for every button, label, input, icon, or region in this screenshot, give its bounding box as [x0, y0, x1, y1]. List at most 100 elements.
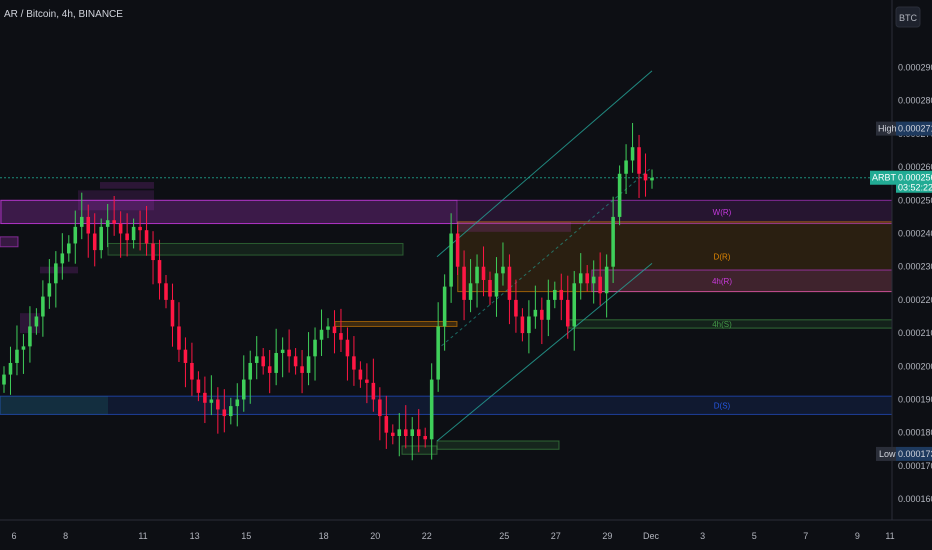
zone-2 [591, 269, 893, 293]
candle-body [60, 253, 65, 264]
price-tick-label: 0.0001600 [898, 494, 932, 504]
price-tick-label: 0.0002000 [898, 361, 932, 371]
candle-body [546, 299, 551, 320]
candle-body [559, 289, 564, 300]
last-price-value: 0.0002568 [898, 173, 932, 183]
time-tick-label: 15 [241, 531, 251, 541]
symbol-tag: ARBTC [872, 173, 903, 183]
candle-body [151, 243, 155, 261]
time-tick-label: 11 [138, 531, 147, 541]
candle-body [611, 216, 615, 267]
candle-body [15, 349, 19, 363]
currency-button[interactable] [895, 6, 921, 28]
candle-body [112, 220, 116, 224]
candle-body [650, 177, 654, 181]
candle-body [572, 283, 577, 327]
candle-body [248, 362, 253, 380]
time-axis[interactable]: 6 8 11 13 15 18 20 22 25 27 29 Dec 3 5 7 9 11 [0, 519, 932, 541]
candle-body [86, 216, 91, 234]
price-tick-label: 0.0002800 [898, 96, 932, 106]
time-tick-label: 22 [422, 531, 432, 541]
candle-body [306, 356, 311, 373]
time-tick-label: 25 [499, 531, 509, 541]
high-tag-label: High [878, 124, 897, 134]
candle-body [423, 435, 427, 440]
candle-body [514, 299, 518, 317]
price-axis[interactable]: BTC0.00029000.00028000.00027000.00026000… [891, 0, 932, 550]
channel-mid [436, 166, 653, 351]
price-tick-label: 0.0002400 [898, 229, 932, 239]
high-tag-label-bg [876, 121, 896, 136]
time-tick-label: 5 [752, 531, 757, 541]
candle-body [183, 349, 188, 363]
candle-body [378, 399, 382, 417]
candle-body [241, 379, 246, 400]
low-tag-label-bg [876, 446, 896, 461]
zone-label-4: D(S) [714, 401, 731, 410]
candle-body [643, 173, 648, 181]
candle-body [47, 283, 52, 297]
candle-body [41, 296, 45, 317]
candle-body [216, 399, 220, 410]
low-tag-value: 0.0001736 [898, 449, 932, 459]
high-tag-value: 0.0002716 [898, 124, 932, 134]
candle-body [170, 299, 175, 327]
candle-body [397, 429, 402, 436]
price-tick-label: 0.0002300 [898, 262, 932, 272]
price-tick-label: 0.0001700 [898, 461, 932, 471]
time-tick-label: 3 [700, 531, 705, 541]
zone-4 [0, 395, 893, 415]
price-tags: High0.0002716Low0.0001736ARBTC0.00025680… [870, 121, 932, 461]
candle-body [54, 263, 58, 284]
zone-label-1: D(R) [714, 253, 731, 262]
candle-body [617, 173, 622, 217]
candle-body [8, 362, 13, 375]
candles-layer [2, 122, 654, 461]
zone-label-2: 4h(R) [712, 277, 732, 286]
price-tick-label: 0.0001900 [898, 394, 932, 404]
old-zone-k [401, 445, 438, 455]
candle-body [468, 283, 473, 300]
candle-body [352, 356, 356, 370]
candle-body [358, 369, 363, 380]
chart-title: AR / Bitcoin, 4h, BINANCE [4, 9, 123, 20]
candle-body [177, 326, 181, 350]
candle-body [274, 353, 278, 373]
time-tick-label: Dec [643, 531, 660, 541]
candle-body [533, 309, 538, 317]
candle-body [34, 316, 39, 327]
time-tick-label: 7 [803, 531, 808, 541]
old-zone-l [457, 221, 571, 232]
candle-body [280, 349, 285, 354]
time-tick-label: 27 [551, 531, 561, 541]
candle-body [501, 266, 505, 274]
price-tick-label: 0.0001800 [898, 428, 932, 438]
time-tick-label: 6 [11, 531, 16, 541]
candle-body [585, 273, 589, 284]
candle-body [235, 399, 240, 407]
old-zone-i [334, 320, 458, 327]
candle-body [365, 379, 369, 383]
old-zone-d [100, 182, 154, 189]
candle-body [488, 279, 492, 297]
candle-body [144, 230, 149, 244]
candle-body [371, 382, 376, 400]
candle-body [222, 409, 227, 417]
candle-body [475, 266, 479, 284]
candle-body [118, 223, 123, 234]
zone-1 [457, 221, 893, 293]
candle-body [540, 309, 544, 320]
price-tick-label: 0.0002500 [898, 195, 932, 205]
time-tick-label: 13 [190, 531, 200, 541]
candle-body [449, 233, 453, 287]
candle-body [209, 399, 214, 403]
candle-body [313, 339, 317, 357]
candle-body [138, 226, 142, 231]
price-tick-label: 0.0002100 [898, 328, 932, 338]
candle-body [319, 329, 324, 340]
price-tick-label: 0.0002600 [898, 162, 932, 172]
currency-label: BTC [899, 13, 918, 23]
candle-body [520, 316, 525, 334]
time-tick-label: 11 [885, 531, 894, 541]
